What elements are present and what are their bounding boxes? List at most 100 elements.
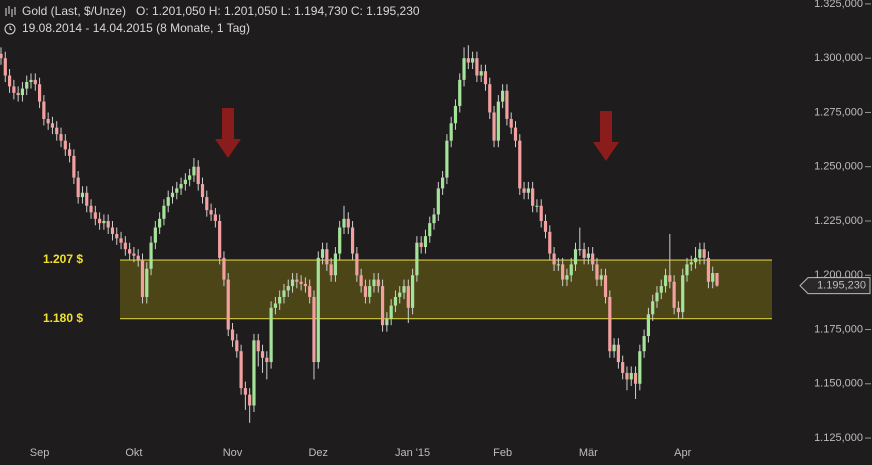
candle-body [12,86,16,93]
y-tick-label: 1.150,000 [814,378,863,390]
candle-body [535,205,539,207]
candle-body [196,166,200,185]
candle-body [372,279,376,287]
candle-body [55,127,59,135]
candle-body [376,279,380,287]
candle-body [518,140,522,189]
candle-body [663,275,668,287]
candle-body [286,286,290,291]
candle-body [106,220,110,228]
candle-body [213,214,217,221]
candle-body [526,188,530,193]
candle-body [226,279,230,330]
candle-body [355,253,359,276]
candle-body [316,257,320,363]
candle-body [200,184,205,198]
arrow-down [215,108,241,158]
candle-body [453,105,458,124]
candle-body [145,268,149,297]
candle-body [123,242,127,250]
candle-body [462,58,466,80]
candle-body [423,236,428,248]
candle-body [308,286,312,297]
candle-body [685,264,689,276]
candle-body [20,88,25,96]
clock-hand [9,26,13,31]
candle-body [110,227,115,235]
candle-body [410,275,415,308]
candle-body [93,212,97,219]
candle-body [466,58,470,63]
candle-body [573,249,578,265]
y-tick-label: 1.250,000 [814,161,863,173]
candle-body [668,275,672,282]
candle-body [312,296,316,363]
x-tick-label: Jan '15 [395,447,430,459]
candle-body [278,296,282,304]
candle-body [389,305,393,319]
x-tick-label: Sep [30,447,50,459]
candle-body [192,166,196,176]
candle-body [432,214,436,224]
candle-body [693,257,698,263]
candle-body [539,205,543,221]
candle-body [333,253,338,276]
candle-body [282,290,286,297]
candle-body [256,340,260,352]
candle-body [406,286,410,308]
candle-body [72,155,76,178]
candle-body [209,210,213,215]
candle-body [531,188,535,206]
candle-body [3,58,7,76]
candle-body [672,281,676,308]
candle-body [548,231,552,254]
candle-body [415,242,419,276]
candle-body [269,307,273,363]
candle-body [350,227,355,254]
candle-body [102,220,106,224]
candle-body [475,58,479,76]
x-tick-label: Dez [308,447,328,459]
clock-icon [4,23,16,35]
candle-body [115,234,119,239]
arrow-down [593,111,619,161]
chart-title: Gold (Last, $/Unze) [22,4,126,18]
last-price-box [799,277,871,295]
y-tick-label: 1.225,000 [814,215,863,227]
candle-body [42,101,46,119]
y-tick-label: 1.125,000 [814,432,863,444]
candle-body [222,257,226,280]
candle-body [205,197,209,211]
candle-body [162,205,166,219]
candle-body [616,344,620,363]
candle-body [252,340,256,406]
candle-body [483,71,488,85]
candle-body [80,192,85,198]
ohlc-text: O: 1.201,050 H: 1.201,050 L: 1.194,730 C… [136,4,420,18]
candle-body [715,272,719,286]
candle-body [689,262,693,265]
candle-body [183,179,187,185]
candle-body [591,253,595,265]
candle-body [380,286,385,326]
candle-body [385,318,389,326]
x-tick-label: Okt [125,447,142,459]
candle-body [7,75,12,87]
candle-body [608,296,612,352]
last-price-label: 1.195,230 [817,280,866,292]
candle-body [586,253,590,258]
candle-body [218,220,222,258]
candle-body [235,340,239,352]
candle-body [119,238,123,243]
y-tick-label: 1.325,000 [814,0,863,10]
candle-body [170,192,175,198]
candle-body [561,264,565,280]
candle-body [509,118,513,128]
candle-body [175,188,179,193]
candle-body [67,149,72,156]
candle-body [702,249,706,258]
candle-body [140,260,145,297]
candle-body [505,90,509,119]
